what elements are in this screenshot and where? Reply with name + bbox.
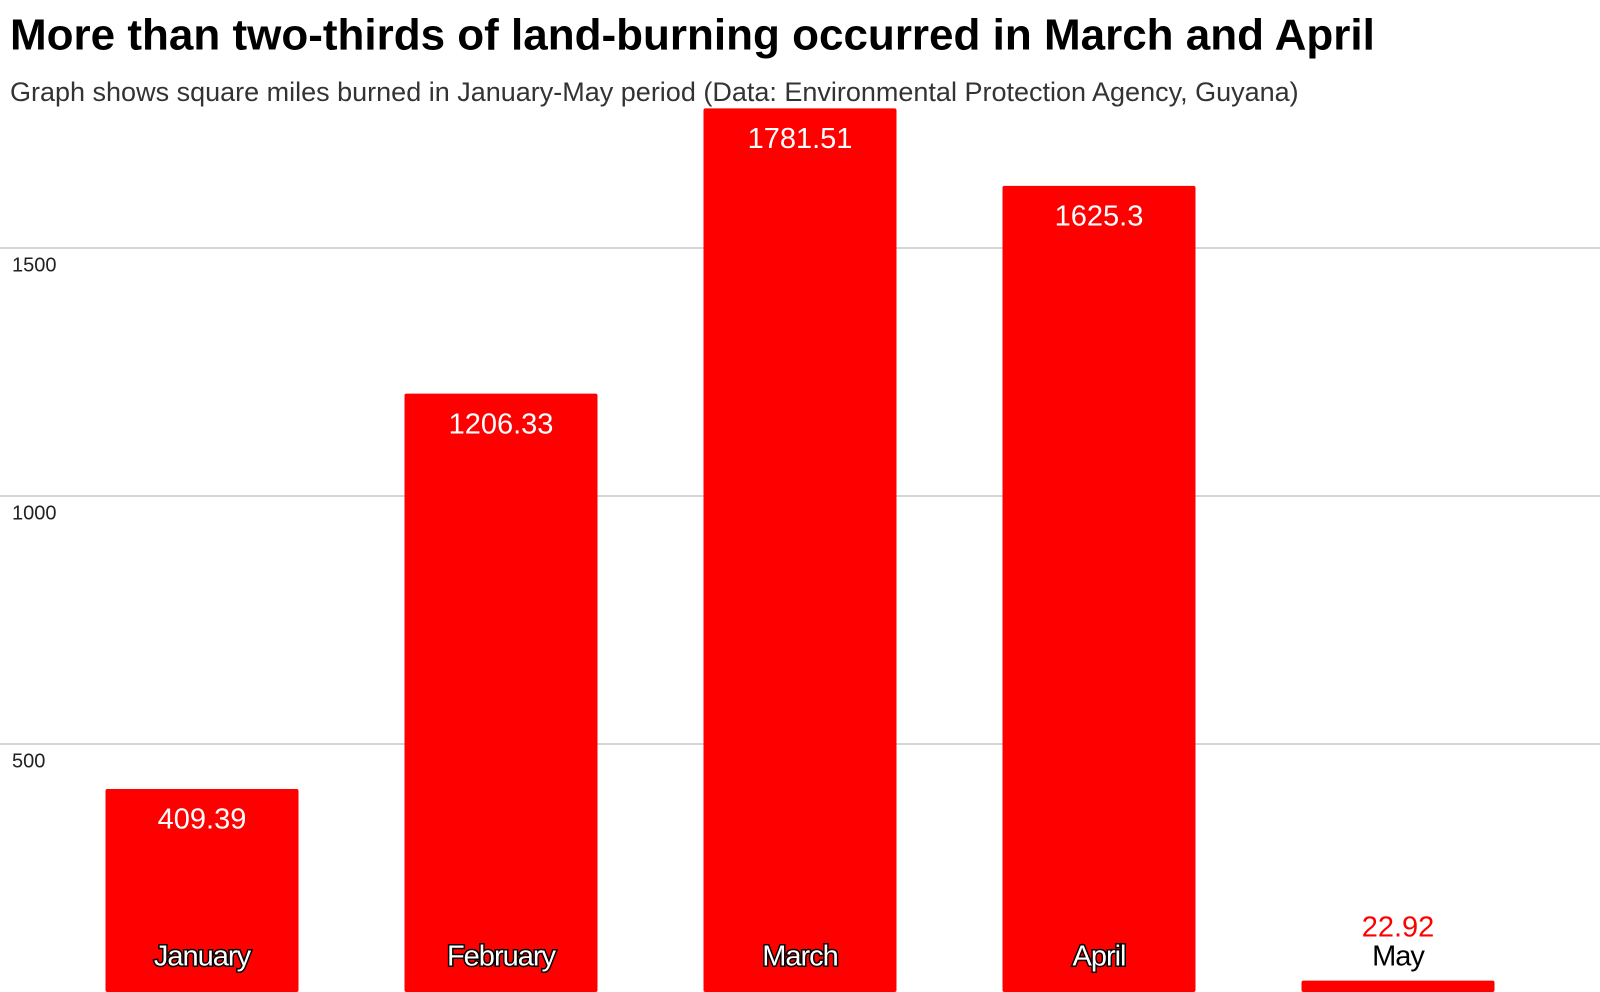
bar <box>703 108 897 992</box>
x-tick-label: April <box>1072 941 1125 973</box>
y-tick-label: 1000 <box>12 502 57 524</box>
chart-subtitle: Graph shows square miles burned in Janua… <box>10 77 1299 107</box>
x-tick-label: February <box>447 941 557 973</box>
x-tick-label: March <box>762 941 838 973</box>
value-label: 1625.3 <box>1055 201 1144 233</box>
y-tick-label: 500 <box>12 750 45 772</box>
bar <box>105 788 299 992</box>
bar <box>1002 185 1196 992</box>
value-label: 1206.33 <box>449 408 554 440</box>
value-label: 1781.51 <box>748 123 853 155</box>
bar <box>1301 980 1495 992</box>
y-tick-label: 1500 <box>12 254 57 276</box>
value-label: 22.92 <box>1362 911 1435 943</box>
x-tick-label: May <box>1372 941 1425 973</box>
value-label: 409.39 <box>158 804 247 836</box>
x-tick-label: January <box>154 941 252 973</box>
bar <box>404 393 598 992</box>
chart-title: More than two-thirds of land-burning occ… <box>10 11 1375 60</box>
